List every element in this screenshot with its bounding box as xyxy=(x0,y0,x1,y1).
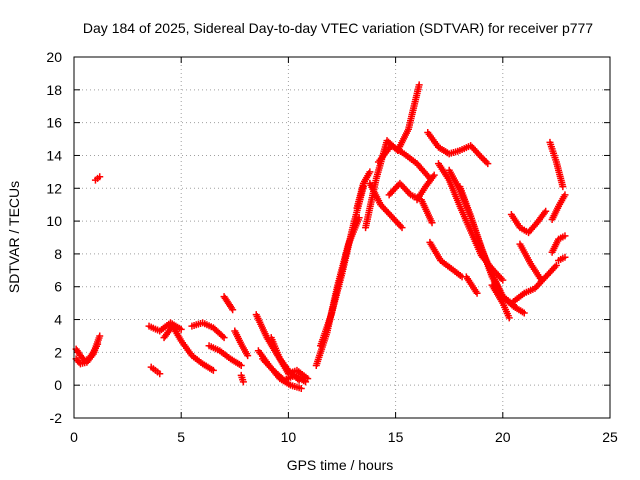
data-point xyxy=(220,334,228,342)
y-tick-label: 10 xyxy=(46,213,62,229)
data-point xyxy=(561,253,569,261)
x-tick-label: 25 xyxy=(602,429,618,445)
y-tick-label: 20 xyxy=(46,49,62,65)
data-point xyxy=(520,309,528,317)
data-point-fill xyxy=(219,332,227,340)
data-point xyxy=(561,191,569,199)
data-point xyxy=(505,314,513,322)
data-point xyxy=(398,224,406,232)
y-tick-label: 16 xyxy=(46,115,62,131)
data-point xyxy=(473,289,481,297)
data-points xyxy=(72,81,569,392)
data-point xyxy=(96,332,104,340)
data-point xyxy=(229,306,237,314)
data-point xyxy=(177,325,185,333)
y-tick-label: 4 xyxy=(54,312,62,328)
y-tick-label: 2 xyxy=(54,344,62,360)
data-point xyxy=(415,81,423,89)
data-point xyxy=(209,366,217,374)
data-point xyxy=(237,361,245,369)
y-tick-label: 18 xyxy=(46,82,62,98)
axis-ticks: 0 5 10 15 20 25 -2 0 2 4 6 8 10 12 14 16 18 20 xyxy=(46,49,618,445)
y-tick-label: 14 xyxy=(46,147,62,163)
x-tick-label: 15 xyxy=(388,429,404,445)
data-point xyxy=(537,276,545,284)
x-tick-label: 20 xyxy=(495,429,511,445)
data-point xyxy=(156,370,164,378)
y-tick-label: 0 xyxy=(54,377,62,393)
data-point xyxy=(239,378,247,386)
plot-border xyxy=(73,56,611,419)
x-tick-label: 5 xyxy=(177,429,185,445)
data-point xyxy=(561,232,569,240)
data-point xyxy=(297,384,305,392)
y-tick-label: -2 xyxy=(50,410,63,426)
data-point xyxy=(244,352,252,360)
data-point xyxy=(499,276,507,284)
x-tick-label: 10 xyxy=(281,429,297,445)
data-point xyxy=(428,219,436,227)
data-point xyxy=(552,261,560,269)
chart-title: Day 184 of 2025, Sidereal Day-to-day VTE… xyxy=(83,20,593,36)
y-axis-label: SDTVAR / TECUs xyxy=(6,181,22,293)
y-tick-label: 6 xyxy=(54,279,62,295)
data-point xyxy=(304,375,312,383)
data-point xyxy=(484,160,492,168)
data-point xyxy=(430,171,438,179)
data-point xyxy=(366,168,374,176)
x-axis-label: GPS time / hours xyxy=(287,457,394,473)
data-point xyxy=(559,183,567,191)
y-tick-label: 8 xyxy=(54,246,62,262)
y-tick-label: 12 xyxy=(46,180,62,196)
data-point xyxy=(96,173,104,181)
x-tick-label: 0 xyxy=(70,429,78,445)
data-point xyxy=(542,207,550,215)
